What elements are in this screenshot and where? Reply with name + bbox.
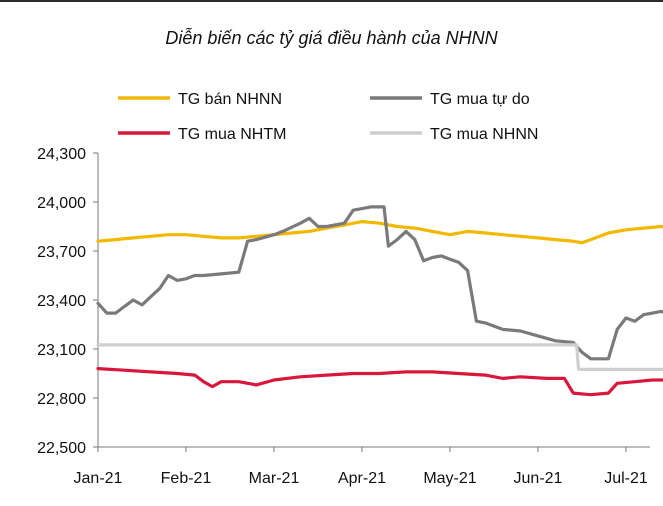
axes: 24,300 24,000 23,700 23,400 23,100 22,800 22,5… bbox=[37, 146, 650, 487]
y-tick-label: 22,800 bbox=[37, 391, 86, 408]
series-line-4 bbox=[96, 343, 663, 371]
top-rule bbox=[0, 0, 663, 2]
legend-label: TG bán NHNN bbox=[178, 91, 282, 108]
x-tick-label: May-21 bbox=[423, 470, 476, 487]
x-tick-label: Feb-21 bbox=[161, 470, 212, 487]
legend-label: TG mua tự do bbox=[430, 91, 530, 108]
y-tick-label: 24,300 bbox=[37, 146, 86, 163]
y-tick-label: 23,100 bbox=[37, 342, 86, 359]
legend-label: TG mua NHNN bbox=[430, 126, 538, 143]
x-tick-label: Jun-21 bbox=[514, 470, 563, 487]
y-tick-label: 24,000 bbox=[37, 195, 86, 212]
series-line-1 bbox=[96, 220, 663, 245]
legend: TG bán NHNN TG mua tự do TG mua NHTM TG mua… bbox=[118, 91, 538, 143]
chart-title: Diễn biến các tỷ giá điều hành của NHNN bbox=[165, 28, 498, 48]
y-tick-label: 22,500 bbox=[37, 440, 86, 457]
plot-area bbox=[96, 205, 663, 397]
x-tick-label: Jul-21 bbox=[604, 470, 648, 487]
x-tick-label: Apr-21 bbox=[338, 470, 386, 487]
series-line-2 bbox=[96, 205, 663, 361]
y-tick-label: 23,400 bbox=[37, 293, 86, 310]
x-tick-label: Mar-21 bbox=[249, 470, 300, 487]
legend-label: TG mua NHTM bbox=[178, 126, 286, 143]
y-tick-label: 23,700 bbox=[37, 244, 86, 261]
x-tick-label: Jan-21 bbox=[74, 470, 123, 487]
series-line-3 bbox=[96, 367, 663, 397]
